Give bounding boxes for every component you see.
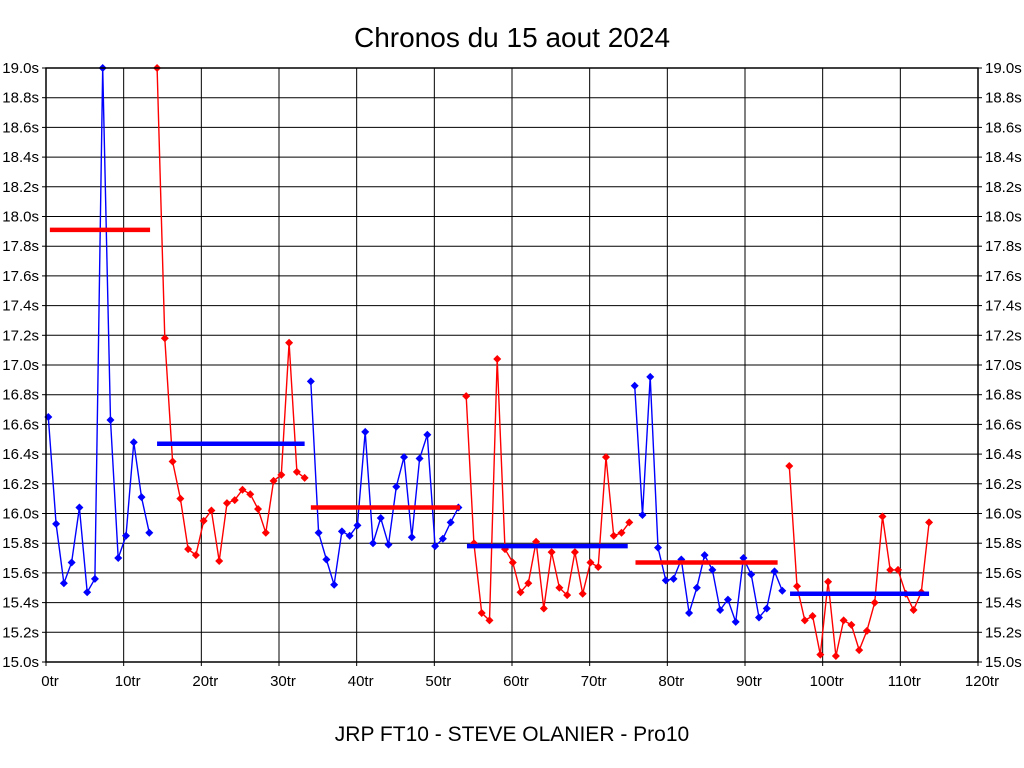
y-tick-label-left: 18.2s (2, 179, 39, 196)
y-tick-label-right: 16.2s (985, 476, 1022, 493)
x-tick-label: 80tr (658, 673, 684, 690)
x-tick-label: 70tr (581, 673, 607, 690)
x-tick-label: 110tr (888, 673, 921, 690)
y-tick-label-right: 17.0s (985, 357, 1022, 374)
y-tick-label-left: 15.0s (2, 654, 39, 671)
y-tick-label-left: 19.0s (2, 60, 39, 77)
x-tick-label: 100tr (810, 673, 844, 690)
y-tick-label-right: 17.6s (985, 268, 1022, 285)
x-tick-label: 120tr (965, 673, 999, 690)
y-tick-label-left: 18.4s (2, 149, 39, 166)
y-tick-label-left: 16.2s (2, 476, 39, 493)
gridlines (42, 67, 982, 666)
series-markers-run-2 (153, 64, 309, 566)
y-tick-label-right: 18.4s (985, 149, 1022, 166)
y-tick-label-left: 17.4s (2, 298, 39, 315)
series-markers-run-5 (630, 372, 787, 626)
y-tick-label-right: 15.8s (985, 535, 1022, 552)
y-tick-label-left: 18.6s (2, 119, 39, 136)
series-line-run-6 (788, 465, 930, 657)
x-tick-label: 90tr (736, 673, 762, 690)
x-tick-label: 10tr (115, 673, 141, 690)
y-axis-labels-right: 19.0s 18.8s 18.6s 18.4s 18.2s 18.0s 17.8s 17.6s… (985, 60, 1022, 671)
y-tick-label-right: 16.8s (985, 387, 1022, 404)
series-line-run-4 (465, 359, 630, 622)
y-tick-label-right: 19.0s (985, 60, 1022, 77)
series-line-run-5 (634, 376, 783, 623)
y-tick-label-left: 15.4s (2, 595, 39, 612)
x-tick-label: 0tr (41, 673, 59, 690)
y-tick-label-right: 17.8s (985, 238, 1022, 255)
y-tick-label-left: 15.8s (2, 535, 39, 552)
mean-lines-group (49, 227, 930, 596)
plot-border (45, 67, 979, 663)
y-axis-labels-left: 19.0s 18.8s 18.6s 18.4s 18.2s 18.0s 17.8s 17.6s… (2, 60, 39, 671)
y-tick-label-right: 17.2s (985, 327, 1022, 344)
series-line-run-1 (47, 67, 150, 595)
y-tick-label-left: 16.4s (2, 446, 39, 463)
y-tick-label-right: 16.0s (985, 506, 1022, 523)
series-group (44, 64, 934, 661)
y-tick-label-right: 15.2s (985, 624, 1022, 641)
y-tick-label-right: 18.2s (985, 179, 1022, 196)
y-tick-label-left: 18.0s (2, 209, 39, 226)
y-tick-label-left: 16.6s (2, 416, 39, 433)
y-tick-label-left: 16.8s (2, 387, 39, 404)
y-tick-label-right: 15.0s (985, 654, 1022, 671)
x-tick-label: 20tr (192, 673, 218, 690)
series-line-run-2 (156, 67, 306, 562)
y-tick-label-right: 18.8s (985, 90, 1022, 107)
y-tick-label-left: 15.6s (2, 565, 39, 582)
x-tick-label: 30tr (270, 673, 296, 690)
y-tick-label-left: 17.8s (2, 238, 39, 255)
x-axis-labels: 0tr 10tr 20tr 30tr 40tr 50tr 60tr 70tr 80tr 90tr 1… (41, 673, 999, 690)
y-tick-label-left: 17.0s (2, 357, 39, 374)
x-tick-label: 50tr (425, 673, 451, 690)
series-line-run-3 (310, 381, 460, 586)
y-tick-label-right: 15.6s (985, 565, 1022, 582)
y-tick-label-left: 17.2s (2, 327, 39, 344)
y-tick-label-right: 16.4s (985, 446, 1022, 463)
x-tick-label: 60tr (503, 673, 529, 690)
y-tick-label-right: 18.0s (985, 209, 1022, 226)
y-tick-label-left: 16.0s (2, 506, 39, 523)
y-tick-label-left: 17.6s (2, 268, 39, 285)
y-tick-label-left: 18.8s (2, 90, 39, 107)
series-markers-run-3 (306, 377, 463, 589)
x-tick-label: 40tr (348, 673, 374, 690)
y-tick-label-right: 17.4s (985, 298, 1022, 315)
chart-footer: JRP FT10 - STEVE OLANIER - Pro10 (335, 723, 689, 746)
y-tick-label-left: 15.2s (2, 624, 39, 641)
chart-title: Chronos du 15 aout 2024 (354, 22, 670, 53)
series-markers-run-6 (785, 461, 934, 661)
y-tick-label-right: 18.6s (985, 119, 1022, 136)
y-tick-label-right: 15.4s (985, 595, 1022, 612)
y-tick-label-right: 16.6s (985, 416, 1022, 433)
